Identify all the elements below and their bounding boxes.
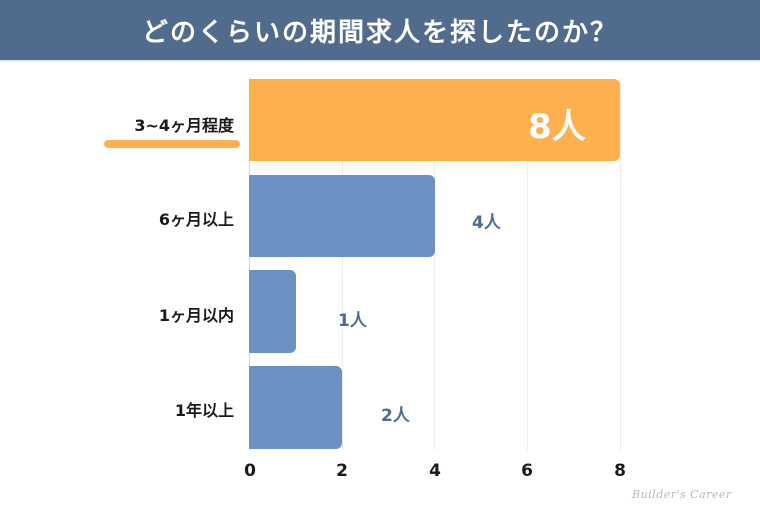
- category-label-1-year-plus: 1年以上: [174, 401, 234, 420]
- x-tick-6: 6: [521, 461, 533, 481]
- bar-3-4-months: [249, 79, 620, 161]
- value-label-6-months-plus: 4人: [472, 213, 501, 233]
- chart-title: どのくらいの期間求人を探したのか？: [141, 17, 618, 48]
- y-axis-line: [249, 78, 250, 450]
- x-tick-4: 4: [429, 461, 441, 481]
- category-label-3-4-months: 3~4ヶ月程度: [134, 116, 234, 135]
- gridline-6: [527, 78, 528, 450]
- category-label-within-1-month: 1ヶ月以内: [158, 306, 234, 325]
- gridline-2: [342, 78, 343, 450]
- value-label-1-year-plus: 2人: [381, 406, 410, 426]
- bar-within-1-month: [249, 270, 296, 353]
- chart-title-banner: どのくらいの期間求人を探したのか？: [0, 0, 760, 60]
- gridline-4: [434, 78, 435, 450]
- header-divider: [0, 60, 760, 62]
- x-tick-0: 0: [244, 461, 256, 481]
- watermark-logo: Builder's Career: [632, 488, 732, 501]
- highlight-underline: [104, 140, 240, 148]
- category-label-6-months-plus: 6ヶ月以上: [158, 210, 234, 229]
- gridline-8: [620, 78, 621, 450]
- x-tick-8: 8: [614, 461, 626, 481]
- x-tick-2: 2: [336, 461, 348, 481]
- value-label-3-4-months: 8人: [528, 107, 586, 147]
- bar-1-year-plus: [249, 366, 342, 449]
- value-label-within-1-month: 1人: [338, 311, 367, 331]
- bar-6-months-plus: [249, 175, 435, 257]
